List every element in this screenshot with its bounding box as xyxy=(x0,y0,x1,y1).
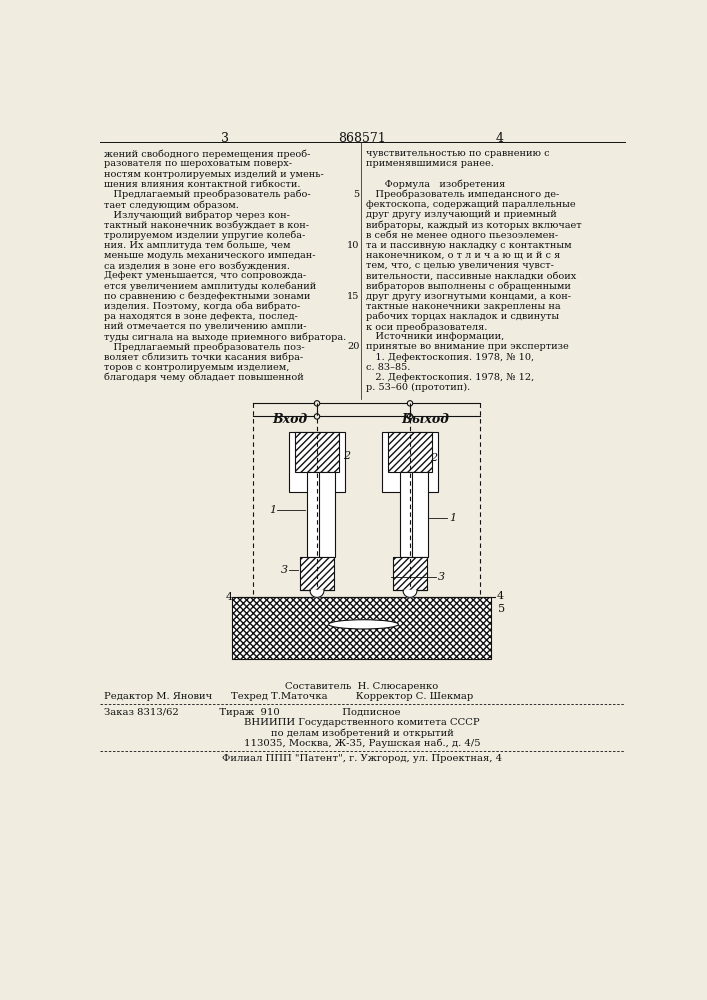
Text: вительности, пассивные накладки обоих: вительности, пассивные накладки обоих xyxy=(366,271,576,280)
Text: тролируемом изделии упругие колеба-: тролируемом изделии упругие колеба- xyxy=(104,231,305,240)
Text: Выход: Выход xyxy=(402,413,450,426)
Text: 113035, Москва, Ж-35, Раушская наб., д. 4/5: 113035, Москва, Ж-35, Раушская наб., д. … xyxy=(244,739,480,748)
Text: Формула   изобретения: Формула изобретения xyxy=(366,180,505,189)
Text: применявшимися ранее.: применявшимися ранее. xyxy=(366,159,493,168)
Bar xyxy=(412,472,428,557)
Text: ния. Их амплитуда тем больше, чем: ния. Их амплитуда тем больше, чем xyxy=(104,241,291,250)
Bar xyxy=(388,432,432,472)
Text: с. 83–85.: с. 83–85. xyxy=(366,363,410,372)
Text: Составитель  Н. Слюсаренко: Составитель Н. Слюсаренко xyxy=(286,682,438,691)
Text: друг другу изогнутыми концами, а кон-: друг другу изогнутыми концами, а кон- xyxy=(366,292,571,301)
Text: Филиал ППП "Патент", г. Ужгород, ул. Проектная, 4: Филиал ППП "Патент", г. Ужгород, ул. Про… xyxy=(222,754,502,763)
Text: торов с контролируемым изделием,: торов с контролируемым изделием, xyxy=(104,363,289,372)
Text: Дефект уменьшается, что сопровожда-: Дефект уменьшается, что сопровожда- xyxy=(104,271,306,280)
Text: фектоскопа, содержащий параллельные: фектоскопа, содержащий параллельные xyxy=(366,200,575,209)
Text: 4: 4 xyxy=(226,592,233,602)
Text: Предлагаемый преобразователь рабо-: Предлагаемый преобразователь рабо- xyxy=(104,190,310,199)
Text: та и пассивную накладку с контактным: та и пассивную накладку с контактным xyxy=(366,241,571,250)
Text: в себя не менее одного пьезоэлемен-: в себя не менее одного пьезоэлемен- xyxy=(366,231,558,240)
Text: по делам изобретений и открытий: по делам изобретений и открытий xyxy=(271,728,453,738)
Bar xyxy=(393,557,427,590)
Text: рабочих торцах накладок и сдвинуты: рабочих торцах накладок и сдвинуты xyxy=(366,312,559,321)
Text: Преобразователь импедансного де-: Преобразователь импедансного де- xyxy=(366,190,559,199)
Text: р. 53–60 (прототип).: р. 53–60 (прототип). xyxy=(366,383,470,392)
Text: 2: 2 xyxy=(430,453,437,463)
Bar xyxy=(307,472,322,557)
Bar xyxy=(400,472,416,557)
Text: Источники информации,: Источники информации, xyxy=(366,332,504,341)
Polygon shape xyxy=(310,590,324,597)
Text: 3: 3 xyxy=(438,572,445,582)
Text: Предлагаемый преобразователь поз-: Предлагаемый преобразователь поз- xyxy=(104,342,305,352)
Text: изделия. Поэтому, когда оба вибрато-: изделия. Поэтому, когда оба вибрато- xyxy=(104,302,300,311)
Text: ний отмечается по увеличению ампли-: ний отмечается по увеличению ампли- xyxy=(104,322,306,331)
Text: 2: 2 xyxy=(344,451,351,461)
Bar xyxy=(320,472,335,557)
Text: принятые во внимание при экспертизе: принятые во внимание при экспертизе xyxy=(366,342,568,351)
Text: 2. Дефектоскопия. 1978, № 12,: 2. Дефектоскопия. 1978, № 12, xyxy=(366,373,534,382)
Text: воляет сблизить точки касания вибра-: воляет сблизить точки касания вибра- xyxy=(104,353,303,362)
Text: 5: 5 xyxy=(498,604,505,614)
Text: 1: 1 xyxy=(269,505,276,515)
Text: тактный наконечник возбуждает в кон-: тактный наконечник возбуждает в кон- xyxy=(104,220,309,230)
Bar xyxy=(296,432,339,472)
Text: друг другу излучающий и приемный: друг другу излучающий и приемный xyxy=(366,210,556,219)
Bar xyxy=(382,432,438,492)
Text: 1: 1 xyxy=(449,513,456,523)
Text: Вход: Вход xyxy=(272,413,308,426)
Text: чувствительностью по сравнению с: чувствительностью по сравнению с xyxy=(366,149,549,158)
Bar xyxy=(289,432,345,492)
Text: к оси преобразователя.: к оси преобразователя. xyxy=(366,322,487,332)
Bar xyxy=(232,597,491,659)
Text: са изделия в зоне его возбуждения.: са изделия в зоне его возбуждения. xyxy=(104,261,290,271)
Text: благодаря чему обладает повышенной: благодаря чему обладает повышенной xyxy=(104,373,303,382)
Text: тактные наконечники закреплены на: тактные наконечники закреплены на xyxy=(366,302,561,311)
Text: Редактор М. Янович      Техред Т.Маточка         Корректор С. Шекмар: Редактор М. Янович Техред Т.Маточка Корр… xyxy=(104,692,473,701)
Text: шения влияния контактной гибкости.: шения влияния контактной гибкости. xyxy=(104,180,300,189)
Text: жений свободного перемещения преоб-: жений свободного перемещения преоб- xyxy=(104,149,310,159)
Text: Заказ 8313/62             Тираж  910                    Подписное: Заказ 8313/62 Тираж 910 Подписное xyxy=(104,708,400,717)
Text: разователя по шероховатым поверх-: разователя по шероховатым поверх- xyxy=(104,159,292,168)
Text: вибраторов выполнены с обращенными: вибраторов выполнены с обращенными xyxy=(366,281,571,291)
Text: Излучающий вибратор через кон-: Излучающий вибратор через кон- xyxy=(104,210,290,220)
Text: 4: 4 xyxy=(496,132,503,145)
Text: тает следующим образом.: тает следующим образом. xyxy=(104,200,239,210)
Text: 20: 20 xyxy=(347,342,360,351)
Text: тем, что, с целью увеличения чувст-: тем, что, с целью увеличения чувст- xyxy=(366,261,554,270)
Text: 15: 15 xyxy=(347,292,360,301)
Text: наконечником, о т л и ч а ю щ и й с я: наконечником, о т л и ч а ю щ и й с я xyxy=(366,251,560,260)
Polygon shape xyxy=(403,590,417,597)
Text: 3: 3 xyxy=(221,132,229,145)
Bar xyxy=(300,557,334,590)
Text: меньше модуль механического импедан-: меньше модуль механического импедан- xyxy=(104,251,315,260)
Text: 3: 3 xyxy=(281,565,288,575)
Text: ВНИИПИ Государственного комитета СССР: ВНИИПИ Государственного комитета СССР xyxy=(244,718,480,727)
Text: 4: 4 xyxy=(497,591,504,601)
Text: ра находятся в зоне дефекта, послед-: ра находятся в зоне дефекта, послед- xyxy=(104,312,298,321)
Text: по сравнению с бездефектными зонами: по сравнению с бездефектными зонами xyxy=(104,292,310,301)
Text: 10: 10 xyxy=(347,241,360,250)
Text: 5: 5 xyxy=(354,190,360,199)
Text: 1. Дефектоскопия. 1978, № 10,: 1. Дефектоскопия. 1978, № 10, xyxy=(366,353,534,362)
Text: туды сигнала на выходе приемного вибратора.: туды сигнала на выходе приемного вибрато… xyxy=(104,332,346,342)
Text: 868571: 868571 xyxy=(339,132,386,145)
Text: ностям контролируемых изделий и умень-: ностям контролируемых изделий и умень- xyxy=(104,170,324,179)
Text: ется увеличением амплитуды колебаний: ется увеличением амплитуды колебаний xyxy=(104,281,316,291)
Ellipse shape xyxy=(329,620,398,629)
Text: вибраторы, каждый из которых включает: вибраторы, каждый из которых включает xyxy=(366,220,581,230)
